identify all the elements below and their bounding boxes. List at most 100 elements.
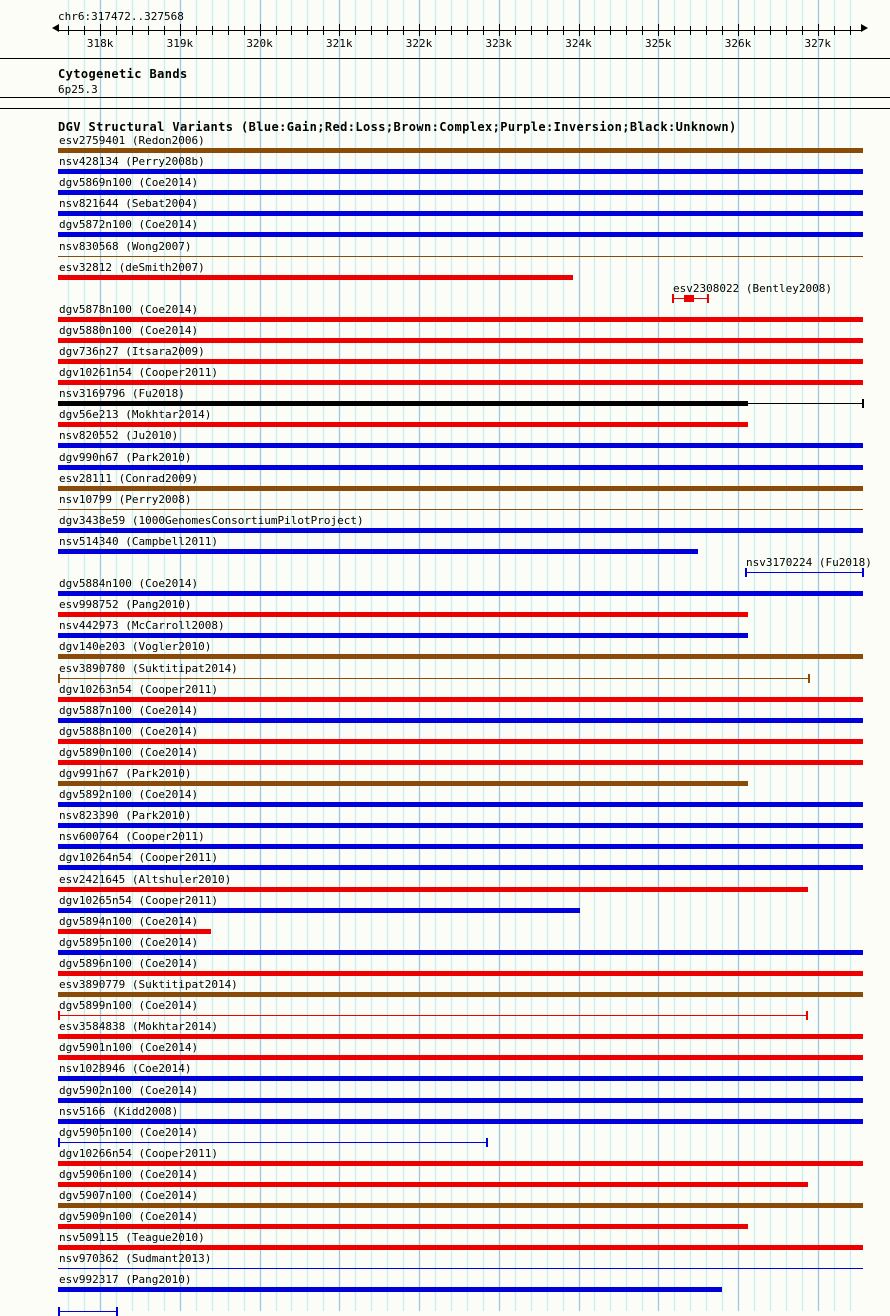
dgv-feature-row[interactable]: nsv3170224 (Fu2018) — [0, 556, 890, 577]
dgv-feature-row[interactable]: dgv10264n54 (Cooper2011) — [0, 851, 890, 872]
dgv-feature-row[interactable]: nsv830568 (Wong2007) — [0, 240, 890, 261]
dgv-feature-bar[interactable] — [58, 633, 748, 639]
dgv-feature-bar[interactable] — [58, 759, 863, 765]
dgv-feature-row[interactable]: esv3890779 (Suktitipat2014) — [0, 978, 890, 999]
dgv-feature-row[interactable]: dgv5894n100 (Coe2014) — [0, 915, 890, 936]
dgv-feature-row[interactable]: esv2759401 (Redon2006) — [0, 134, 890, 155]
dgv-feature-row[interactable]: esv3890780 (Suktitipat2014) — [0, 662, 890, 683]
dgv-feature-bar[interactable] — [58, 359, 863, 364]
dgv-feature-row[interactable]: dgv5880n100 (Coe2014) — [0, 324, 890, 345]
dgv-feature-line[interactable] — [58, 677, 808, 679]
dgv-feature-bar[interactable] — [58, 337, 863, 343]
dgv-feature-bar[interactable] — [58, 717, 863, 723]
dgv-feature-bar[interactable] — [58, 970, 863, 976]
dgv-feature-line[interactable] — [58, 1141, 486, 1143]
dgv-feature-row[interactable]: esv3584838 (Mokhtar2014) — [0, 1020, 890, 1041]
dgv-feature-bar[interactable] — [58, 1287, 722, 1293]
dgv-feature-bar[interactable] — [58, 1181, 808, 1187]
dgv-feature-line[interactable] — [745, 572, 862, 573]
dgv-feature-bar[interactable] — [58, 485, 863, 491]
dgv-feature-row[interactable]: dgv140e203 (Vogler2010) — [0, 640, 890, 661]
dgv-feature-row[interactable]: dgv5895n100 (Coe2014) — [0, 936, 890, 957]
dgv-feature-row[interactable]: dgv5896n100 (Coe2014) — [0, 957, 890, 978]
dgv-feature-line[interactable] — [58, 1268, 863, 1270]
dgv-feature-bar[interactable] — [58, 886, 808, 892]
cytoband-label[interactable]: 6p25.3 — [58, 83, 98, 96]
dgv-feature-bar[interactable] — [58, 422, 748, 428]
dgv-feature-row[interactable]: nsv821644 (Sebat2004) — [0, 197, 890, 218]
dgv-feature-bar[interactable] — [58, 548, 698, 554]
dgv-feature-row[interactable]: dgv5878n100 (Coe2014) — [0, 303, 890, 324]
dgv-feature-block[interactable] — [684, 294, 694, 302]
dgv-feature-row[interactable]: dgv5869n100 (Coe2014) — [0, 176, 890, 197]
dgv-feature-bar[interactable] — [58, 274, 573, 280]
dgv-feature-row[interactable]: nsv1028946 (Coe2014) — [0, 1062, 890, 1083]
dgv-feature-bar[interactable] — [58, 211, 863, 217]
dgv-feature-row[interactable]: nsv600764 (Cooper2011) — [0, 830, 890, 851]
dgv-feature-row[interactable]: dgv5905n100 (Coe2014) — [0, 1126, 890, 1147]
dgv-feature-row[interactable]: nsv5166 (Kidd2008) — [0, 1105, 890, 1126]
dgv-feature-bar[interactable] — [58, 1055, 863, 1061]
dgv-feature-bar[interactable] — [58, 1118, 863, 1124]
dgv-feature-bar[interactable] — [58, 949, 863, 955]
dgv-feature-bar[interactable] — [58, 865, 863, 871]
dgv-feature-row[interactable]: nsv514340 (Campbell2011) — [0, 535, 890, 556]
dgv-feature-row[interactable]: nsv442973 (McCarroll2008) — [0, 619, 890, 640]
dgv-feature-line[interactable] — [58, 255, 863, 257]
dgv-feature-bar[interactable] — [58, 612, 748, 618]
dgv-feature-bar[interactable] — [58, 844, 863, 850]
dgv-feature-line[interactable] — [58, 1015, 806, 1017]
dgv-feature-bar[interactable] — [58, 443, 863, 449]
dgv-feature-bar[interactable] — [58, 190, 863, 196]
dgv-feature-row[interactable]: dgv3438e59 (1000GenomesConsortiumPilotPr… — [0, 514, 890, 535]
dgv-feature-row[interactable]: dgv5887n100 (Coe2014) — [0, 704, 890, 725]
dgv-feature-row[interactable]: esv28111 (Conrad2009) — [0, 472, 890, 493]
dgv-feature-bar[interactable] — [58, 928, 211, 934]
dgv-feature-bar[interactable] — [58, 654, 863, 660]
dgv-feature-row[interactable]: esv2308022 (Bentley2008) — [0, 282, 890, 303]
dgv-feature-bar[interactable] — [58, 781, 748, 786]
dgv-feature-row[interactable]: dgv5899n100 (Coe2014) — [0, 999, 890, 1021]
dgv-feature-row[interactable]: nsv970362 (Sudmant2013) — [0, 1252, 890, 1273]
dgv-feature-bar[interactable] — [58, 1034, 863, 1040]
dgv-feature-bar[interactable] — [58, 148, 863, 153]
dgv-feature-row[interactable]: dgv56e213 (Mokhtar2014) — [0, 408, 890, 429]
dgv-feature-bar[interactable] — [58, 169, 863, 175]
dgv-feature-row[interactable]: esv32812 (deSmith2007) — [0, 261, 890, 282]
dgv-feature-row[interactable]: dgv10261n54 (Cooper2011) — [0, 366, 890, 387]
dgv-feature-bar[interactable] — [58, 1160, 863, 1166]
dgv-feature-row[interactable]: dgv10265n54 (Cooper2011) — [0, 894, 890, 915]
dgv-feature-bar[interactable] — [58, 738, 863, 744]
dgv-feature-bar[interactable] — [58, 992, 863, 997]
dgv-feature-bar[interactable] — [58, 1076, 863, 1082]
dgv-feature-bar[interactable] — [58, 1097, 863, 1103]
dgv-feature-row[interactable]: nsv10799 (Perry2008) — [0, 493, 890, 514]
dgv-feature-row[interactable]: nsv3169796 (Fu2018) — [0, 387, 890, 409]
dgv-feature-bar[interactable] — [58, 316, 863, 322]
dgv-feature-row[interactable]: esv2421645 (Altshuler2010) — [0, 873, 890, 894]
dgv-feature-bar[interactable] — [58, 696, 863, 702]
dgv-feature-bar[interactable] — [58, 1224, 748, 1230]
dgv-feature-row[interactable]: dgv5888n100 (Coe2014) — [0, 725, 890, 746]
dgv-feature-row[interactable]: dgv5884n100 (Coe2014) — [0, 577, 890, 598]
dgv-feature-row[interactable]: dgv5890n100 (Coe2014) — [0, 746, 890, 767]
dgv-feature-row[interactable]: nsv428134 (Perry2008b) — [0, 155, 890, 176]
dgv-feature-bar[interactable] — [58, 591, 863, 597]
dgv-feature-row[interactable]: dgv10263n54 (Cooper2011) — [0, 683, 890, 704]
dgv-feature-bar[interactable] — [58, 527, 863, 533]
dgv-feature-row[interactable]: nsv823390 (Park2010) — [0, 809, 890, 830]
dgv-feature-row[interactable] — [0, 1295, 890, 1316]
dgv-feature-row[interactable]: dgv5872n100 (Coe2014) — [0, 218, 890, 239]
dgv-feature-row[interactable]: dgv5907n100 (Coe2014) — [0, 1189, 890, 1210]
dgv-feature-bar[interactable] — [58, 1203, 863, 1208]
dgv-feature-row[interactable]: dgv736n27 (Itsara2009) — [0, 345, 890, 366]
dgv-feature-row[interactable]: dgv990n67 (Park2010) — [0, 451, 890, 472]
dgv-feature-bar[interactable] — [58, 401, 748, 407]
dgv-feature-row[interactable]: dgv5892n100 (Coe2014) — [0, 788, 890, 809]
dgv-feature-row[interactable]: esv998752 (Pang2010) — [0, 598, 890, 619]
dgv-feature-row[interactable]: dgv5901n100 (Coe2014) — [0, 1041, 890, 1062]
dgv-feature-row[interactable]: dgv5902n100 (Coe2014) — [0, 1084, 890, 1105]
dgv-feature-row[interactable]: dgv10266n54 (Cooper2011) — [0, 1147, 890, 1168]
dgv-feature-bar[interactable] — [58, 464, 863, 470]
dgv-feature-bar[interactable] — [58, 802, 863, 808]
